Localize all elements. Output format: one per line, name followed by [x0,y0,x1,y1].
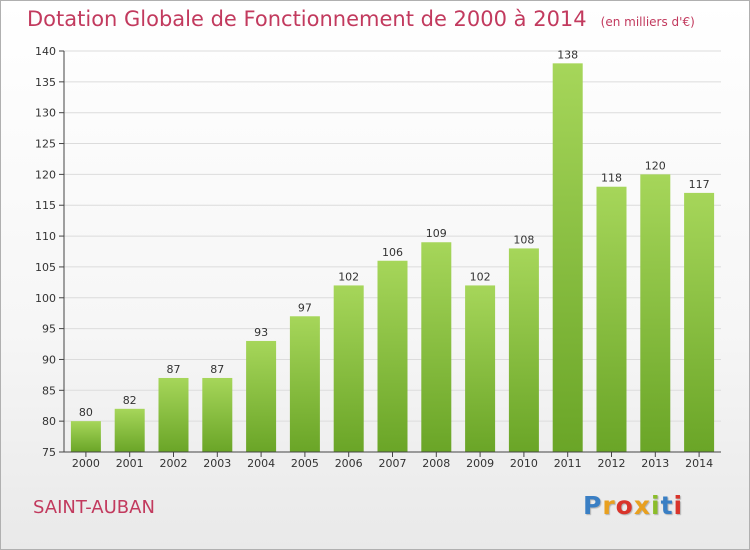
y-tick-label: 140 [35,45,56,58]
y-tick-label: 120 [35,168,56,181]
logo-letter: i [651,491,661,520]
bar [640,174,671,452]
logo-letter: x [633,491,651,520]
y-tick-label: 95 [42,323,56,336]
logo-letter: o [615,491,634,520]
bar [596,186,627,452]
bar [158,377,189,452]
logo-letter: P [583,491,603,520]
proxiti-logo: Proxiti [583,491,683,520]
bar [377,260,408,452]
bar [114,408,145,452]
bar [684,192,715,452]
bar-value-label: 108 [513,233,534,246]
x-tick-label: 2010 [510,457,538,470]
x-tick-label: 2009 [466,457,494,470]
x-tick-label: 2000 [72,457,100,470]
bar-value-label: 120 [645,159,666,172]
bar-value-label: 87 [167,363,181,376]
bars: 80 82 87 87 93 97 102 106 109 102 108 138 118 120 117 [70,48,715,452]
y-tick-label: 125 [35,138,56,151]
chart-title-text: Dotation Globale de Fonctionnement de 20… [27,7,587,31]
bar-value-label: 138 [557,48,578,61]
bar [246,340,277,452]
bar-value-label: 118 [601,172,622,185]
logo-letter: r [602,491,616,520]
bar [333,285,364,452]
x-axis: 2000 2001 2002 2003 2004 2005 2006 2007 2008 2009… [64,451,721,470]
bar [465,285,496,452]
x-tick-label: 2014 [685,457,713,470]
x-tick-label: 2013 [641,457,669,470]
x-tick-label: 2012 [598,457,626,470]
x-tick-label: 2005 [291,457,319,470]
chart-subtitle: (en milliers d'€) [600,15,695,29]
y-tick-label: 100 [35,292,56,305]
bar-value-label: 117 [689,178,710,191]
x-tick-label: 2002 [160,457,188,470]
y-tick-label: 85 [42,384,56,397]
x-tick-label: 2003 [203,457,231,470]
bar [289,316,320,452]
x-tick-label: 2011 [554,457,582,470]
bar-value-label: 106 [382,246,403,259]
y-tick-label: 75 [42,446,56,459]
chart-title: Dotation Globale de Fonctionnement de 20… [27,7,695,31]
bar [508,248,539,452]
y-tick-label: 110 [35,230,56,243]
bar [421,242,452,452]
y-tick-label: 115 [35,199,56,212]
bar [202,377,233,452]
bar-value-label: 80 [79,406,93,419]
y-tick-label: 90 [42,353,56,366]
x-tick-label: 2006 [335,457,363,470]
logo-letter: t [660,491,674,520]
y-axis: 75 80 85 90 95 100 105 110 115 120 125 130 135 140 [35,45,65,459]
city-name: SAINT-AUBAN [33,497,155,518]
x-tick-label: 2004 [247,457,275,470]
bar-value-label: 109 [426,227,447,240]
y-tick-label: 80 [42,415,56,428]
y-tick-label: 135 [35,76,56,89]
logo-letter: i [673,491,684,520]
y-tick-label: 130 [35,107,56,120]
bar-value-label: 97 [298,301,312,314]
bar-value-label: 82 [123,394,137,407]
bar-value-label: 93 [254,326,268,339]
x-tick-label: 2007 [379,457,407,470]
x-tick-label: 2001 [116,457,144,470]
bar-value-label: 87 [210,363,224,376]
x-tick-label: 2008 [422,457,450,470]
bar [70,421,101,452]
bar [552,63,583,452]
bar-value-label: 102 [470,270,491,283]
y-tick-label: 105 [35,261,56,274]
bar-value-label: 102 [338,270,359,283]
